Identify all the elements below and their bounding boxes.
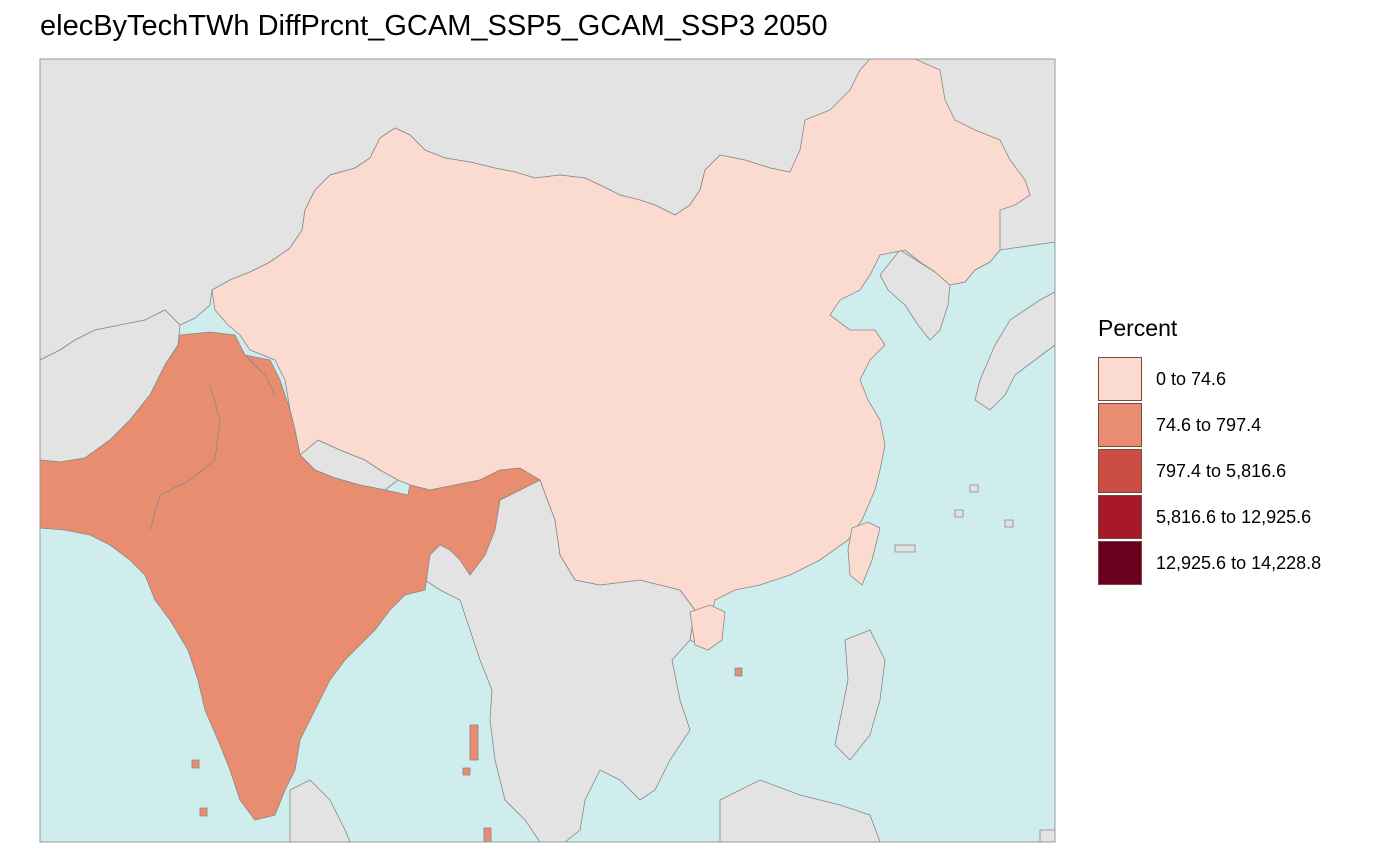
region-india-island-3 [191, 759, 200, 769]
land-japan [974, 291, 1056, 411]
legend-label: 12,925.6 to 14,228.8 [1156, 552, 1322, 573]
map-frame [39, 58, 1056, 843]
land-islands [954, 484, 1056, 843]
legend-label: 5,816.6 to 12,925.6 [1156, 506, 1312, 527]
region-border-lines [149, 354, 276, 531]
legend-item: 12,925.6 to 14,228.8 [1098, 540, 1321, 586]
legend-item: 0 to 74.6 [1098, 356, 1321, 402]
legend: Percent 0 to 74.6 74.6 to 797.4 797.4 to 5… [1098, 315, 1321, 586]
map-title: elecByTechTWh DiffPrcnt_GCAM_SSP5_GCAM_S… [40, 10, 828, 42]
legend-items: 0 to 74.6 74.6 to 797.4 797.4 to 5,816.6 5,… [1098, 356, 1321, 586]
region-india-island-5 [734, 667, 743, 677]
region-india-island-2 [483, 827, 492, 843]
legend-item: 797.4 to 5,816.6 [1098, 448, 1321, 494]
legend-label: 0 to 74.6 [1156, 368, 1227, 389]
region-india-andaman [469, 724, 479, 761]
legend-swatch [1098, 495, 1142, 539]
legend-item: 5,816.6 to 12,925.6 [1098, 494, 1321, 540]
legend-swatch [1098, 357, 1142, 401]
legend-label: 797.4 to 5,816.6 [1156, 460, 1287, 481]
legend-title: Percent [1098, 315, 1178, 341]
region-china-taiwan [847, 521, 881, 586]
land-philippines [834, 629, 886, 761]
legend-label: 74.6 to 797.4 [1156, 414, 1262, 435]
region-india [39, 331, 541, 821]
land-taiwan-region [894, 544, 916, 553]
region-india-island-4 [199, 807, 208, 817]
legend-swatch [1098, 541, 1142, 585]
legend-swatch [1098, 403, 1142, 447]
legend-item: 74.6 to 797.4 [1098, 402, 1321, 448]
region-china-hainan [689, 604, 726, 651]
legend-swatch [1098, 449, 1142, 493]
region-india-island-1 [462, 767, 471, 776]
